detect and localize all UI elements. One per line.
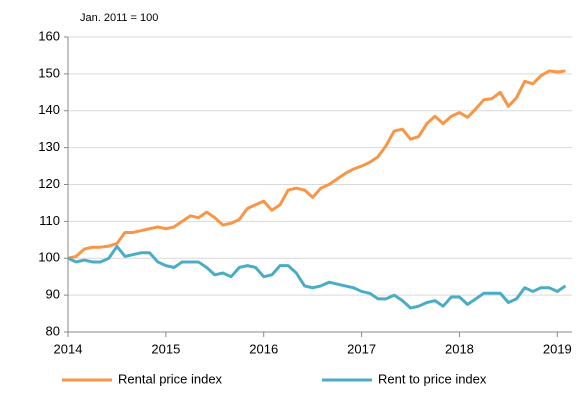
line-series [67,69,566,260]
y-tick-label: 150 [38,65,60,80]
x-tick-label: 2018 [445,341,474,356]
y-tick-label: 90 [46,287,60,302]
line-series [67,244,567,310]
legend-label: Rent to price index [378,371,487,386]
y-tick-label: 110 [39,213,60,228]
y-tick-label: 130 [38,139,60,154]
x-tick-label: 2019 [543,341,572,356]
x-tick-label: 2017 [347,341,376,356]
x-tick-label: 2014 [54,341,83,356]
annotation: Jan. 2011 = 100 [80,12,158,24]
legend-label: Rental price index [118,371,223,386]
x-tick-label: 2016 [249,341,278,356]
y-tick-label: 100 [38,250,60,265]
y-tick-label: 140 [38,102,60,117]
x-tick-label: 2015 [151,341,180,356]
y-tick-label: 120 [38,176,60,191]
y-tick-label: 80 [46,323,60,338]
y-tick-label: 160 [38,28,60,43]
